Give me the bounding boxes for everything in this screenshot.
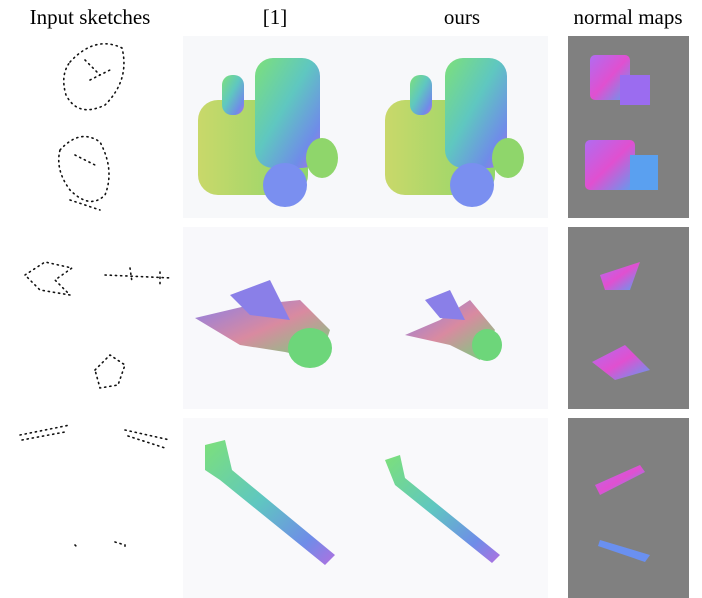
shape (263, 163, 307, 207)
sketch (59, 137, 109, 210)
sketch (25, 262, 72, 295)
shape (306, 138, 338, 178)
render-bg (183, 418, 548, 598)
shape (630, 155, 658, 190)
column-header: ours (444, 5, 480, 29)
page: Input sketches [1] ours normal maps (0, 0, 702, 598)
normal-map-panel (568, 418, 689, 598)
shape (620, 75, 650, 105)
shape (288, 328, 332, 368)
figure: Input sketches [1] ours normal maps (0, 0, 702, 598)
shape (450, 163, 494, 207)
column-header: [1] (263, 5, 288, 29)
shape (492, 138, 524, 178)
column-header: Input sketches (30, 5, 151, 29)
shape (410, 75, 432, 115)
sketch (105, 268, 172, 284)
normal-map-panel (568, 227, 689, 409)
shape (472, 329, 502, 361)
sketch (20, 425, 70, 440)
shape (585, 140, 635, 190)
sketch (95, 355, 125, 388)
sketch (125, 430, 170, 448)
sketch (75, 542, 125, 550)
shape (222, 75, 244, 115)
column-header: normal maps (573, 5, 682, 29)
sketch (64, 44, 124, 110)
